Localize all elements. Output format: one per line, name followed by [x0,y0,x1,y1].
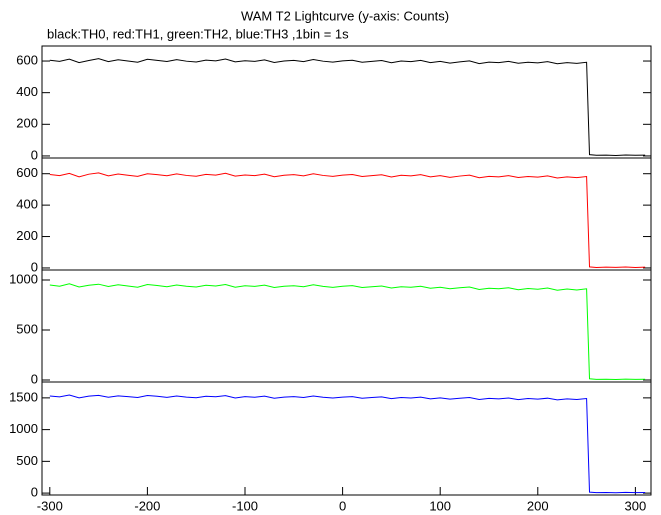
light-curve [49,394,646,494]
y-tick-label: 1500 [9,389,38,404]
y-tick-label: 1000 [9,271,38,286]
y-tick-label: 0 [31,371,38,386]
light-curve [49,172,646,268]
y-tick-label: 500 [16,321,38,336]
y-tick-label: 0 [31,259,38,274]
y-tick-label: 200 [16,228,38,243]
chart-subtitle: black:TH0, red:TH1, green:TH2, blue:TH3 … [47,26,349,41]
y-tick-label: 400 [16,197,38,212]
x-tick-label: 100 [429,498,451,513]
light-curve [49,283,646,381]
y-tick-label: 0 [31,147,38,162]
x-tick-label: -300 [37,498,63,513]
y-tick-label: 200 [16,116,38,131]
y-tick-label: 600 [16,52,38,67]
x-tick-label: 300 [625,498,647,513]
y-tick-label: 600 [16,165,38,180]
x-tick-label: -100 [232,498,258,513]
x-tick-label: -200 [134,498,160,513]
y-tick-label: 0 [31,485,38,500]
y-tick-label: 1000 [9,421,38,436]
chart-title: WAM T2 Lightcurve (y-axis: Counts) [241,8,449,23]
light-curve [49,58,646,156]
y-tick-label: 500 [16,453,38,468]
panel-frame [41,381,652,496]
y-tick-label: 400 [16,84,38,99]
x-tick-label: 0 [339,498,346,513]
x-tick-label: 200 [527,498,549,513]
panel-frame [41,45,652,159]
